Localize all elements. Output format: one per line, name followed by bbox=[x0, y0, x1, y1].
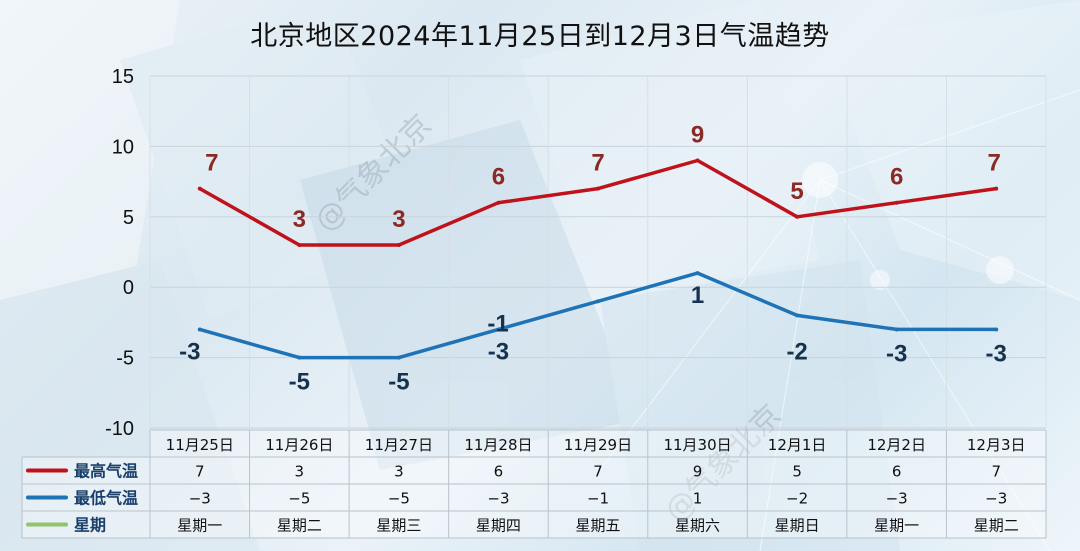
high-table-cell: 6 bbox=[892, 463, 902, 481]
x-category-label: 12月1日 bbox=[768, 436, 827, 454]
x-category-label: 11月29日 bbox=[564, 436, 632, 454]
weekday-table-cell: 星期二 bbox=[974, 517, 1019, 535]
weekday-table-cell: 星期三 bbox=[376, 517, 421, 535]
high-temp-data-label: 5 bbox=[790, 178, 803, 205]
low-temp-data-label: 1 bbox=[691, 282, 704, 309]
high-temp-data-label: 3 bbox=[392, 206, 405, 233]
low-temp-point bbox=[695, 271, 700, 276]
high-temp-data-label: 6 bbox=[492, 164, 505, 191]
high-temp-point bbox=[894, 200, 899, 205]
weekday-table-cell: 星期六 bbox=[675, 517, 720, 535]
high-table-cell: 5 bbox=[792, 463, 802, 481]
x-category-label: 12月3日 bbox=[967, 436, 1026, 454]
low-legend-label: 最低气温 bbox=[74, 489, 138, 508]
low-temp-data-label: -3 bbox=[986, 340, 1007, 367]
low-table-cell: −5 bbox=[388, 490, 410, 508]
low-temp-point bbox=[197, 327, 202, 332]
y-tick-label: -5 bbox=[116, 348, 134, 370]
high-table-cell: 7 bbox=[195, 463, 205, 481]
low-temp-point bbox=[894, 327, 899, 332]
high-temp-data-label: 3 bbox=[293, 206, 306, 233]
high-table-cell: 6 bbox=[494, 463, 504, 481]
y-tick-label: 15 bbox=[112, 66, 134, 88]
high-temp-point bbox=[396, 242, 401, 247]
low-table-cell: −5 bbox=[288, 490, 310, 508]
weekday-table-cell: 星期四 bbox=[476, 517, 521, 535]
y-tick-label: 10 bbox=[112, 136, 134, 158]
x-category-label: 11月30日 bbox=[663, 436, 731, 454]
high-table-cell: 7 bbox=[593, 463, 603, 481]
high-temp-point bbox=[496, 200, 501, 205]
low-temp-point bbox=[795, 313, 800, 318]
high-temp-data-label: 7 bbox=[988, 150, 1001, 177]
high-temp-data-label: 7 bbox=[205, 150, 218, 177]
weekday-table-cell: 星期日 bbox=[775, 517, 820, 535]
high-temp-data-label: 9 bbox=[691, 121, 704, 148]
low-temp-line bbox=[199, 271, 997, 360]
low-temp-point bbox=[496, 327, 501, 332]
low-temp-point bbox=[596, 299, 600, 304]
low-table-cell: −3 bbox=[487, 490, 509, 508]
low-table-cell: −3 bbox=[886, 490, 908, 508]
high-temp-point bbox=[197, 186, 202, 191]
high-temp-data-label: 7 bbox=[591, 150, 604, 177]
y-tick-label: -10 bbox=[105, 418, 134, 440]
high-temp-data-label: 6 bbox=[890, 164, 903, 191]
weekday-table-cell: 星期一 bbox=[874, 517, 919, 535]
watermark-text: @气象北京 bbox=[308, 108, 439, 239]
low-temp-data-label: -3 bbox=[886, 340, 907, 367]
low-temp-data-label: -3 bbox=[179, 338, 200, 365]
high-temp-point bbox=[795, 214, 800, 219]
high-table-cell: 3 bbox=[394, 463, 404, 481]
low-table-cell: −3 bbox=[985, 490, 1007, 508]
low-table-cell: −3 bbox=[189, 490, 211, 508]
low-temp-point bbox=[396, 355, 401, 360]
x-category-label: 12月2日 bbox=[867, 436, 926, 454]
low-table-cell: −1 bbox=[587, 490, 609, 508]
weekday-table-cell: 星期一 bbox=[177, 517, 222, 535]
x-category-label: 11月28日 bbox=[464, 436, 532, 454]
high-temp-point bbox=[596, 186, 600, 191]
weekday-legend-label: 星期 bbox=[74, 516, 106, 535]
y-tick-label: 5 bbox=[123, 207, 134, 229]
high-temp-point bbox=[695, 158, 700, 163]
chart-title: 北京地区2024年11月25日到12月3日气温趋势 bbox=[250, 21, 830, 52]
low-temp-data-label: -5 bbox=[289, 369, 310, 396]
low-temp-point bbox=[994, 327, 999, 332]
low-table-cell: −2 bbox=[786, 490, 808, 508]
high-table-cell: 7 bbox=[991, 463, 1001, 481]
low-temp-data-label: -1 bbox=[487, 310, 508, 337]
x-category-label: 11月25日 bbox=[166, 436, 234, 454]
high-table-cell: 9 bbox=[693, 463, 703, 481]
x-category-label: 11月26日 bbox=[265, 436, 333, 454]
y-tick-label: 0 bbox=[123, 277, 134, 299]
low-table-cell: 1 bbox=[693, 490, 703, 508]
low-temp-data-label: -2 bbox=[786, 338, 807, 365]
high-legend-label: 最高气温 bbox=[74, 462, 138, 481]
high-temp-point bbox=[994, 186, 999, 191]
high-temp-point bbox=[297, 242, 302, 247]
x-category-label: 11月27日 bbox=[365, 436, 433, 454]
weekday-table-cell: 星期五 bbox=[575, 517, 620, 535]
low-temp-data-label: -5 bbox=[388, 369, 409, 396]
weekday-table-cell: 星期二 bbox=[277, 517, 322, 535]
low-temp-data-label: -3 bbox=[488, 338, 509, 365]
low-temp-point bbox=[297, 355, 302, 360]
high-table-cell: 3 bbox=[295, 463, 305, 481]
